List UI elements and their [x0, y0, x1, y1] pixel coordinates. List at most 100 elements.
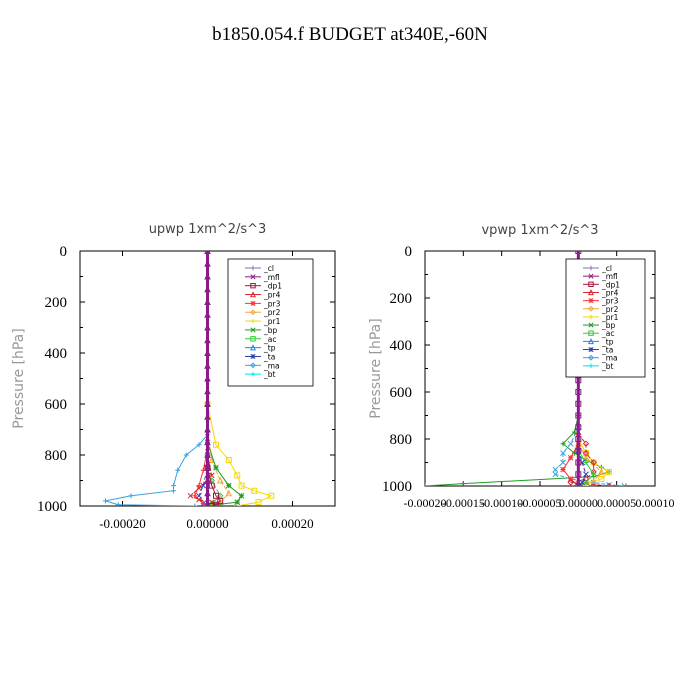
data-point	[200, 482, 207, 489]
data-point	[605, 482, 613, 486]
legend-marker	[250, 353, 256, 360]
x-tick-label: -0.00020	[404, 496, 447, 510]
legend-label: _pr2	[601, 305, 619, 314]
legend-marker	[588, 265, 594, 271]
data-point	[590, 477, 597, 485]
legend-label: _pr3	[601, 297, 619, 306]
data-point	[575, 400, 582, 407]
data-point	[204, 362, 211, 369]
series-line	[207, 429, 230, 506]
data-point	[238, 492, 245, 499]
data-point	[255, 499, 262, 506]
y-tick-label: 200	[45, 295, 68, 311]
y-axis-title: Pressure [hPa]	[368, 318, 384, 418]
x-tick-label: 0.00000	[559, 496, 598, 510]
legend-marker	[588, 281, 594, 288]
series-line	[577, 443, 603, 486]
x-tick-label: 0.00005	[597, 496, 636, 510]
data-point	[204, 451, 211, 458]
series-pr4	[567, 431, 613, 486]
data-point	[598, 475, 605, 482]
data-point	[225, 482, 232, 489]
data-point	[575, 483, 582, 486]
y-tick-label: 400	[45, 346, 68, 362]
x-tick-label: 0.00020	[271, 516, 313, 531]
legend-marker	[587, 289, 595, 296]
data-point	[575, 483, 582, 486]
data-point	[251, 487, 258, 494]
data-point	[204, 413, 211, 420]
y-tick-label: 0	[405, 244, 413, 260]
x-tick-label: 0.00010	[636, 496, 675, 510]
series-line	[189, 454, 218, 506]
data-point	[268, 492, 275, 499]
data-point	[115, 502, 121, 506]
data-point	[583, 460, 589, 465]
legend-marker	[250, 274, 256, 280]
y-tick-label: 200	[390, 291, 413, 307]
data-point	[196, 483, 202, 489]
legend-marker	[588, 322, 594, 328]
y-tick-label: 600	[390, 385, 413, 401]
data-point	[183, 452, 189, 458]
legend-marker	[588, 346, 594, 353]
data-point	[128, 493, 134, 499]
data-point	[590, 459, 597, 466]
data-point	[171, 483, 176, 489]
series-pr1	[204, 401, 275, 506]
data-point	[575, 412, 582, 419]
data-point	[204, 323, 211, 331]
data-point	[425, 483, 428, 486]
legend-label: _pr3	[263, 299, 281, 308]
data-point	[575, 424, 582, 431]
data-point	[103, 498, 108, 504]
legend-label: _ma	[263, 361, 280, 370]
legend-marker	[249, 344, 257, 351]
series-line	[554, 427, 625, 486]
data-point	[171, 488, 176, 494]
data-point	[204, 489, 211, 497]
data-point	[204, 387, 211, 395]
legend-label: _ac	[601, 329, 614, 338]
y-tick-label: 800	[390, 432, 413, 448]
data-point	[213, 501, 219, 506]
data-point	[196, 496, 202, 503]
legend-label: _mfl	[601, 272, 618, 281]
data-point	[552, 471, 559, 478]
series-line	[207, 403, 273, 506]
panel-title: vpwp 1xm^2/s^3	[481, 223, 598, 238]
data-point	[204, 374, 211, 382]
legend-label: _dp1	[263, 282, 282, 291]
data-point	[590, 459, 597, 466]
data-point	[567, 454, 574, 461]
data-point	[575, 251, 582, 254]
legend-label: _ta	[601, 346, 613, 355]
series-mfl	[204, 251, 211, 506]
data-point	[204, 285, 211, 293]
legend-marker	[588, 273, 594, 279]
legend-marker	[250, 327, 256, 333]
legend-label: _bt	[263, 370, 276, 379]
legend-marker	[250, 362, 256, 369]
legend-label: _cl	[263, 264, 274, 273]
legend-marker	[250, 336, 256, 342]
legend-label: _bp	[601, 321, 616, 330]
data-point	[567, 479, 574, 486]
y-tick-label: 600	[45, 397, 68, 413]
data-point	[213, 441, 219, 448]
data-point	[234, 472, 241, 479]
y-axis-title: Pressure [hPa]	[11, 328, 27, 428]
data-point	[204, 400, 211, 407]
legend-label: _pr2	[263, 308, 281, 317]
data-point	[560, 450, 566, 456]
data-point	[575, 447, 582, 454]
data-point	[583, 471, 589, 478]
data-point	[196, 442, 202, 448]
data-point	[606, 481, 612, 486]
data-point	[196, 485, 202, 492]
legend: _cl_mfl_dp1_pr4_pr3_pr2_pr1_bp_ac_tp_ta_…	[565, 258, 646, 378]
legend-marker	[588, 363, 594, 369]
data-point	[204, 349, 211, 356]
data-point	[560, 459, 566, 466]
legend-label: _bp	[263, 326, 278, 335]
